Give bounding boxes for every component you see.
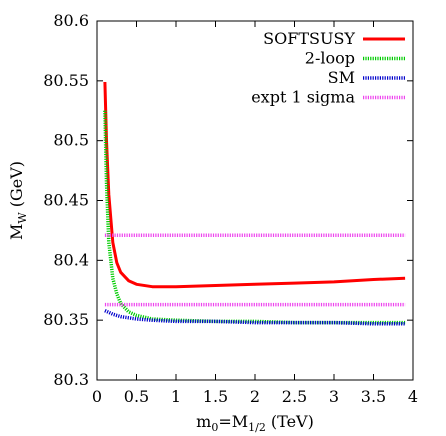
x-tick-label: 3: [329, 387, 339, 406]
axes: 0 0.5 1 1.5 2 2.5 3 3.5 4 80.3 80.35 80.4 80.45 80.5 8…: [7, 11, 418, 434]
y-tick-label: 80.5: [53, 131, 89, 150]
plot-frame: [96, 20, 414, 381]
x-axis-label: m0=M1/2 (TeV): [196, 412, 314, 434]
x-tick-label: 1: [171, 387, 181, 406]
y-tick-label: 80.55: [43, 71, 89, 90]
series-line: [103, 110, 406, 325]
x-tick-label: 3.5: [361, 387, 386, 406]
y-tick-label: 80.3: [53, 370, 89, 389]
legend-label: 2-loop: [305, 49, 355, 68]
legend-label: SM: [328, 68, 355, 87]
x-tick-label: 4: [408, 387, 418, 406]
legend-label: SOFTSUSY: [263, 29, 355, 48]
series-expt-1-sigma: [104, 233, 406, 307]
series-line: [103, 81, 406, 289]
series-line: [104, 309, 406, 326]
series-layer: [103, 81, 406, 326]
series-2-loop: [103, 110, 406, 325]
y-tick-label: 80.35: [43, 310, 89, 329]
series-sm: [104, 309, 406, 326]
x-tick-label: 0.5: [124, 387, 149, 406]
y-tick-label: 80.45: [43, 191, 89, 210]
x-tick-label: 1.5: [203, 387, 228, 406]
x-tick-label: 2: [250, 387, 260, 406]
x-tick-label: 2.5: [282, 387, 307, 406]
x-tick-label: 0: [92, 387, 102, 406]
y-tick-label: 80.4: [53, 250, 89, 269]
legend-label: expt 1 sigma: [251, 88, 355, 107]
y-tick-label: 80.6: [53, 11, 89, 30]
y-axis-label: MW (GeV): [7, 161, 29, 240]
series-softsusy: [103, 81, 406, 289]
